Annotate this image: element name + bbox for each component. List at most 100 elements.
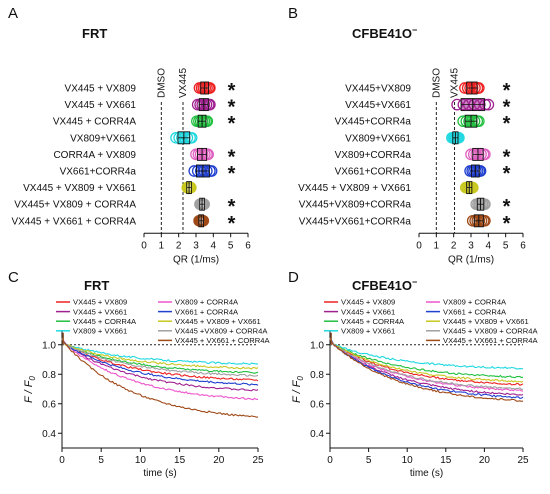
- x-tick-label: 15: [440, 455, 452, 466]
- x-tick-label: 0: [141, 240, 147, 251]
- row-label: VX661+CORR4a: [335, 167, 412, 178]
- row-label: VX809+CORR4a: [335, 150, 412, 161]
- legend-label: VX809 + VX661: [73, 327, 127, 336]
- panel-b-title-main: CFBE41O: [352, 26, 412, 41]
- x-tick-label: 4: [211, 240, 217, 251]
- y-axis-label-sub: 0: [296, 376, 305, 381]
- y-tick-label: 0.8: [310, 370, 324, 381]
- panel-letter-b: B: [288, 5, 298, 22]
- x-tick-label: 2: [176, 240, 182, 251]
- significance-star: *: [228, 213, 236, 235]
- significance-star: *: [228, 196, 236, 218]
- x-tick-label: 1: [159, 240, 165, 251]
- series-line: [61, 338, 259, 370]
- row-label: VX445 + VX809 + VX661: [23, 183, 136, 194]
- x-tick-label: 20: [479, 455, 491, 466]
- legend-label: VX445 +VX809 + CORR4A: [175, 327, 268, 336]
- y-axis-label: F / F0: [291, 376, 305, 403]
- panel-d-title: CFBE41O−: [352, 277, 417, 293]
- y-tick-label: 0.6: [42, 399, 56, 410]
- legend-label: VX661 + CORR4A: [443, 307, 507, 316]
- significance-star: *: [503, 146, 511, 168]
- series-line: [329, 337, 524, 391]
- panel-letter-a: A: [8, 5, 18, 22]
- legend-label: VX445 + VX661 + CORR4A: [175, 336, 270, 345]
- significance-star: *: [228, 80, 236, 102]
- x-tick-label: 25: [252, 455, 264, 466]
- legend-label: VX809 + CORR4A: [443, 298, 507, 307]
- row-label: VX445+VX661+CORR4a: [299, 216, 412, 227]
- y-tick-label: 0.6: [310, 399, 324, 410]
- reference-label-dmso: DMSO: [156, 68, 167, 98]
- legend-label: VX445 + CORR4A: [73, 317, 137, 326]
- x-tick-label: 6: [245, 240, 251, 251]
- x-tick-label: 3: [468, 240, 474, 251]
- panel-b-title: CFBE41O−: [352, 25, 417, 41]
- x-tick-label: 5: [503, 240, 509, 251]
- legend-label: VX445 + VX809: [73, 298, 127, 307]
- panel-a-qr-plot: DMSO VX445 0 1 2 3 4 5 6 QR (1/ms) VX445 + VX809 * V…: [11, 68, 251, 266]
- y-tick-label: 0.8: [42, 370, 56, 381]
- panel-letter-d: D: [288, 269, 299, 286]
- row-label: VX445+VX661: [345, 100, 411, 111]
- row-label: VX445+VX809+CORR4a: [299, 200, 412, 211]
- y-axis-label: F / F0: [23, 376, 37, 403]
- series-line: [329, 338, 524, 392]
- panel-d-title-sup: −: [412, 277, 417, 287]
- legend-label: VX445 + VX809: [341, 298, 395, 307]
- series-line: [329, 337, 524, 383]
- row-label: VX445 + VX661: [65, 100, 137, 111]
- panel-a-title: FRT: [82, 26, 107, 41]
- x-tick-label: 0: [416, 240, 422, 251]
- x-tick-label: 10: [135, 455, 147, 466]
- x-axis-label: QR (1/ms): [448, 254, 494, 265]
- x-axis-label: time (s): [143, 468, 176, 479]
- reference-label-dmso: DMSO: [431, 68, 442, 98]
- series-line: [61, 339, 259, 365]
- y-tick-label: 1.0: [42, 340, 56, 351]
- series-line: [61, 338, 259, 382]
- panel-letter-c: C: [8, 269, 19, 286]
- significance-star: *: [228, 97, 236, 119]
- x-tick-label: 25: [517, 455, 529, 466]
- panel-c-title: FRT: [84, 278, 109, 293]
- row-label: VX445 + CORR4A: [53, 117, 136, 128]
- x-tick-label: 10: [402, 455, 414, 466]
- legend-label: VX661 + CORR4A: [175, 307, 239, 316]
- y-tick-label: 0.4: [42, 429, 56, 440]
- legend-label: VX445 + VX809 + CORR4A: [443, 327, 538, 336]
- significance-star: *: [503, 213, 511, 235]
- row-label: VX445+VX809: [345, 84, 411, 95]
- legend-label: VX445 + VX661: [73, 307, 127, 316]
- legend-label: VX445 + VX809 + VX661: [175, 317, 261, 326]
- y-tick-label: 0.4: [310, 429, 324, 440]
- x-tick-label: 1: [434, 240, 440, 251]
- row-label: VX445 + VX661 + CORR4A: [11, 216, 136, 227]
- reference-label-vx445: VX445: [450, 68, 461, 98]
- x-axis-label: QR (1/ms): [173, 254, 219, 265]
- panel-d-title-main: CFBE41O: [352, 278, 412, 293]
- legend-label: VX445 + CORR4A: [341, 317, 405, 326]
- row-label: CORR4A + VX809: [53, 150, 136, 161]
- series-line: [329, 338, 524, 379]
- significance-star: *: [503, 80, 511, 102]
- legend-label: VX809 + VX661: [341, 327, 395, 336]
- series-line: [61, 339, 259, 401]
- significance-star: *: [503, 113, 511, 135]
- row-label: VX445 + VX809: [65, 84, 137, 95]
- legend-label: VX445 + VX661: [341, 307, 395, 316]
- x-tick-label: 0: [59, 455, 65, 466]
- significance-star: *: [503, 196, 511, 218]
- x-tick-label: 5: [98, 455, 104, 466]
- panel-b-title-sup: −: [412, 25, 417, 35]
- significance-star: *: [228, 163, 236, 185]
- series-line: [61, 338, 259, 377]
- legend-label: VX809 + CORR4A: [175, 298, 239, 307]
- significance-star: *: [503, 97, 511, 119]
- x-tick-label: 6: [520, 240, 526, 251]
- series-line: [61, 337, 259, 386]
- legend-label: VX445 + VX809 + VX661: [443, 317, 529, 326]
